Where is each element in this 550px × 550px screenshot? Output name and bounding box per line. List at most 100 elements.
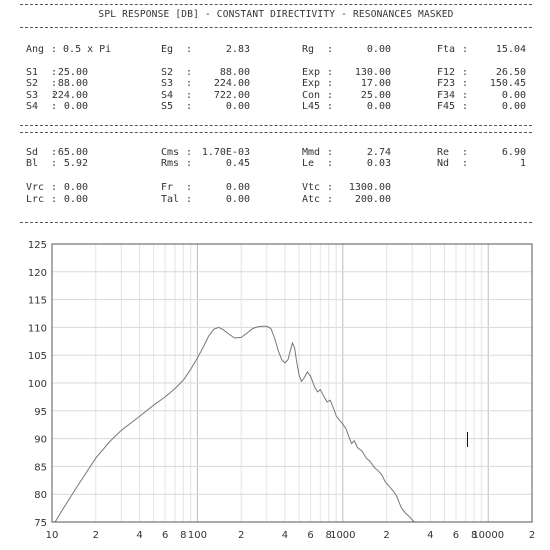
param-label: S4 bbox=[26, 101, 39, 112]
page-title: SPL RESPONSE [DB] - CONSTANT DIRECTIVITY… bbox=[98, 9, 454, 20]
param-value: 0.00 bbox=[501, 101, 526, 112]
param-label: S4 bbox=[161, 90, 174, 101]
param-value: 0.45 bbox=[225, 158, 250, 169]
param-label: S1 bbox=[26, 67, 39, 78]
param-separator: : bbox=[186, 78, 193, 89]
param-value: 224.00 bbox=[51, 90, 88, 101]
param-separator: : bbox=[327, 182, 334, 193]
param-value: 25.00 bbox=[360, 90, 391, 101]
param-value: 65.00 bbox=[57, 147, 88, 158]
plot-frame bbox=[51, 243, 533, 523]
param-value: 224.00 bbox=[213, 78, 250, 89]
param-label: Fr bbox=[161, 182, 174, 193]
param-separator: : bbox=[327, 147, 334, 158]
x-tick-label: 10000 bbox=[472, 530, 504, 541]
param-label: S5 bbox=[161, 101, 174, 112]
param-separator: : bbox=[186, 158, 193, 169]
param-label: Rg bbox=[302, 44, 315, 55]
param-label: F45 bbox=[437, 101, 456, 112]
param-value: 0.03 bbox=[366, 158, 391, 169]
x-tick-label: 8 bbox=[471, 530, 477, 541]
param-label: S3 bbox=[26, 90, 39, 101]
param-separator: : bbox=[186, 182, 193, 193]
param-separator: : bbox=[51, 158, 58, 169]
param-separator: : bbox=[186, 90, 193, 101]
param-value: 26.50 bbox=[495, 67, 526, 78]
param-separator: : bbox=[327, 44, 334, 55]
param-label: S3 bbox=[161, 78, 174, 89]
param-value: 150.45 bbox=[489, 78, 526, 89]
param-value: 200.00 bbox=[354, 194, 391, 205]
x-tick-label: 4 bbox=[282, 530, 288, 541]
param-separator: : bbox=[51, 194, 58, 205]
y-tick-label: 75 bbox=[34, 518, 47, 529]
chart-grid bbox=[52, 244, 532, 522]
param-separator: : bbox=[462, 101, 469, 112]
y-tick-label: 125 bbox=[28, 240, 47, 251]
x-tick-label: 8 bbox=[180, 530, 186, 541]
param-label: F23 bbox=[437, 78, 456, 89]
param-value: 88.00 bbox=[57, 78, 88, 89]
param-value: 88.00 bbox=[219, 67, 250, 78]
y-tick-label: 80 bbox=[34, 490, 47, 501]
param-separator: : bbox=[186, 67, 193, 78]
param-value: 1300.00 bbox=[348, 182, 391, 193]
param-value: 1 bbox=[519, 158, 526, 169]
param-separator: : bbox=[51, 101, 58, 112]
x-tick-label: 6 bbox=[307, 530, 313, 541]
param-label: Ang bbox=[26, 44, 45, 55]
section-rule-top bbox=[20, 125, 532, 126]
x-tick-label: 4 bbox=[136, 530, 142, 541]
param-label: S2 bbox=[161, 67, 174, 78]
param-separator: : bbox=[327, 90, 334, 101]
param-label: Fta bbox=[437, 44, 456, 55]
param-separator: : bbox=[186, 101, 193, 112]
param-value: 2.83 bbox=[225, 44, 250, 55]
param-label: Rms bbox=[161, 158, 180, 169]
param-separator: : bbox=[462, 44, 469, 55]
param-label: Le bbox=[302, 158, 315, 169]
param-separator: : bbox=[51, 147, 58, 158]
param-value: 0.00 bbox=[63, 182, 88, 193]
param-value: 1.70E-03 bbox=[201, 147, 250, 158]
text-cursor bbox=[467, 432, 468, 447]
title-rule bbox=[20, 27, 532, 28]
x-tick-label: 1000 bbox=[330, 530, 355, 541]
param-separator: : bbox=[51, 78, 58, 89]
x-tick-label: 2 bbox=[529, 530, 535, 541]
param-label: Re bbox=[437, 147, 450, 158]
param-label: Sd bbox=[26, 147, 39, 158]
y-tick-label: 95 bbox=[34, 407, 47, 418]
y-tick-label: 100 bbox=[28, 379, 47, 390]
param-label: Nd bbox=[437, 158, 450, 169]
param-separator: : bbox=[462, 147, 469, 158]
param-value: 0.00 bbox=[63, 194, 88, 205]
param-value: 0.00 bbox=[366, 101, 391, 112]
spl-response-curve bbox=[54, 325, 415, 523]
x-tick-label: 6 bbox=[162, 530, 168, 541]
param-separator: : bbox=[186, 44, 193, 55]
param-label: Bl bbox=[26, 158, 39, 169]
param-value: 6.90 bbox=[501, 147, 526, 158]
y-tick-label: 85 bbox=[34, 462, 47, 473]
param-label: S2 bbox=[26, 78, 39, 89]
param-separator: : bbox=[51, 90, 58, 101]
y-tick-label: 105 bbox=[28, 351, 47, 362]
param-label: Exp bbox=[302, 78, 321, 89]
x-tick-label: 2 bbox=[383, 530, 389, 541]
param-label: F12 bbox=[437, 67, 456, 78]
param-value: 5.92 bbox=[63, 158, 88, 169]
param-value: 130.00 bbox=[354, 67, 391, 78]
bottom-rule bbox=[20, 222, 532, 223]
param-label: Vtc bbox=[302, 182, 321, 193]
param-label: Exp bbox=[302, 67, 321, 78]
param-label: Mmd bbox=[302, 147, 321, 158]
param-separator: : bbox=[327, 78, 334, 89]
param-separator: : bbox=[462, 78, 469, 89]
x-tick-label: 4 bbox=[427, 530, 433, 541]
top-rule bbox=[20, 4, 532, 5]
param-value: 15.04 bbox=[495, 44, 526, 55]
x-tick-label: 10 bbox=[46, 530, 59, 541]
